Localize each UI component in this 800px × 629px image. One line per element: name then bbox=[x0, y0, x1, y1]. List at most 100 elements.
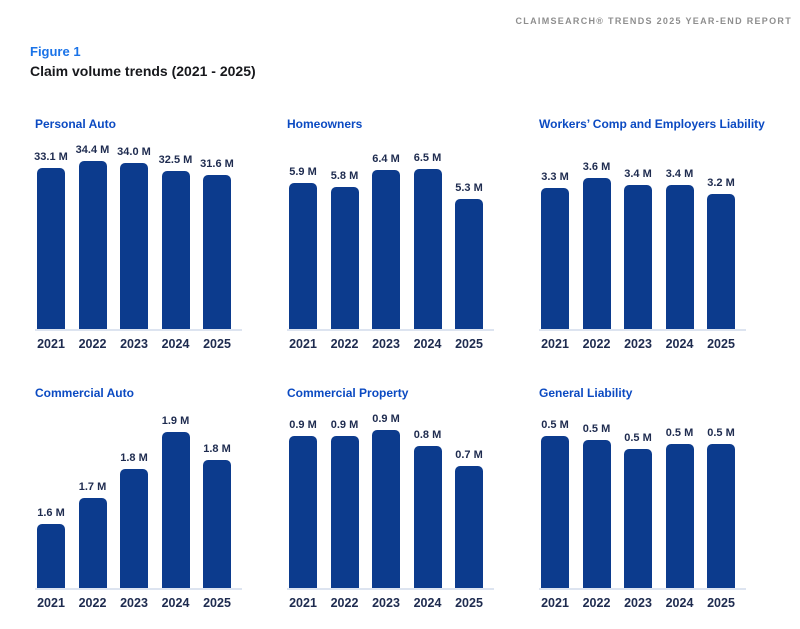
bar-value-label-2024: 1.9 M bbox=[161, 415, 190, 427]
x-axis-ticks: 2021 2022 2023 2024 2025 bbox=[35, 596, 242, 612]
bar-2025 bbox=[707, 444, 735, 588]
x-tick-2021: 2021 bbox=[289, 596, 317, 610]
x-tick-2025: 2025 bbox=[203, 337, 231, 351]
bar-value-label-2024: 32.5 M bbox=[158, 154, 193, 166]
bar-value-label-2023: 6.4 M bbox=[372, 153, 400, 165]
bar-value-label-2024: 6.5 M bbox=[413, 152, 442, 164]
bar-value-label-2021: 0.9 M bbox=[289, 419, 317, 431]
bar-2024 bbox=[665, 444, 694, 588]
chart-plot-area: 1.6 M 1.7 M 1.8 M 1.9 M 1.8 M bbox=[35, 415, 242, 590]
bar-2024 bbox=[161, 432, 190, 588]
bar-2021 bbox=[541, 188, 569, 329]
x-axis-ticks: 2021 2022 2023 2024 2025 bbox=[287, 337, 494, 353]
bar-2021 bbox=[289, 183, 317, 329]
x-tick-2022: 2022 bbox=[330, 596, 359, 610]
bar-value-label-2021: 5.9 M bbox=[289, 166, 317, 178]
bar-2025 bbox=[707, 194, 735, 329]
bar-value-label-2022: 3.6 M bbox=[582, 161, 611, 173]
report-header-title: CLAIMSEARCH® TRENDS 2025 YEAR-END REPORT bbox=[515, 16, 792, 26]
chart-title: Personal Auto bbox=[35, 117, 116, 131]
bar-2025 bbox=[455, 199, 483, 329]
chart-title: General Liability bbox=[539, 386, 633, 400]
bar-value-label-2022: 0.5 M bbox=[582, 423, 611, 435]
x-tick-2025: 2025 bbox=[707, 596, 735, 610]
x-tick-2024: 2024 bbox=[665, 596, 694, 610]
x-tick-2024: 2024 bbox=[413, 596, 442, 610]
bar-value-label-2024: 0.8 M bbox=[413, 429, 442, 441]
bar-2023 bbox=[372, 430, 400, 588]
bar-2023 bbox=[120, 163, 148, 329]
bar-value-label-2021: 0.5 M bbox=[541, 419, 569, 431]
bar-2024 bbox=[413, 446, 442, 588]
x-tick-2021: 2021 bbox=[541, 596, 569, 610]
chart-personal-auto: Personal Auto 33.1 M 34.4 M 34.0 M 32.5 M 31.… bbox=[34, 117, 242, 353]
chart-homeowners: Homeowners 5.9 M 5.8 M 6.4 M 6.5 M 5.3 M 2021 2… bbox=[287, 117, 494, 353]
x-axis-ticks: 2021 2022 2023 2024 2025 bbox=[539, 337, 746, 353]
bar-value-label-2023: 3.4 M bbox=[624, 168, 652, 180]
bar-2022 bbox=[78, 498, 107, 588]
charts-grid: Personal Auto 33.1 M 34.4 M 34.0 M 32.5 M 31.… bbox=[34, 117, 765, 612]
figure-label: Figure 1 bbox=[30, 44, 81, 59]
x-tick-2024: 2024 bbox=[665, 337, 694, 351]
bar-value-label-2025: 5.3 M bbox=[455, 182, 483, 194]
bar-2021 bbox=[541, 436, 569, 588]
bar-2024 bbox=[161, 171, 190, 329]
x-tick-2021: 2021 bbox=[37, 337, 65, 351]
chart-title: Workers’ Comp and Employers Liability bbox=[539, 117, 765, 131]
x-tick-2022: 2022 bbox=[78, 596, 107, 610]
bar-2021 bbox=[289, 436, 317, 588]
x-tick-2023: 2023 bbox=[372, 337, 400, 351]
bar-value-label-2025: 0.7 M bbox=[455, 449, 483, 461]
bar-value-label-2022: 1.7 M bbox=[78, 481, 107, 493]
bar-2024 bbox=[665, 185, 694, 329]
chart-title: Commercial Property bbox=[287, 386, 409, 400]
bar-value-label-2023: 0.5 M bbox=[624, 432, 652, 444]
chart-general-liability: General Liability 0.5 M 0.5 M 0.5 M 0.5 M 0.5… bbox=[539, 386, 746, 612]
bar-2023 bbox=[120, 469, 148, 588]
x-tick-2025: 2025 bbox=[455, 596, 483, 610]
bar-value-label-2022: 5.8 M bbox=[330, 170, 359, 182]
bar-2021 bbox=[37, 524, 65, 588]
x-tick-2022: 2022 bbox=[330, 337, 359, 351]
x-axis-ticks: 2021 2022 2023 2024 2025 bbox=[287, 596, 494, 612]
chart-workers-comp-and-employers-liability: Workers’ Comp and Employers Liability 3.3… bbox=[539, 117, 765, 353]
bar-2025 bbox=[203, 175, 231, 329]
x-tick-2023: 2023 bbox=[624, 596, 652, 610]
x-tick-2022: 2022 bbox=[582, 596, 611, 610]
x-tick-2025: 2025 bbox=[203, 596, 231, 610]
x-tick-2021: 2021 bbox=[541, 337, 569, 351]
x-tick-2024: 2024 bbox=[161, 596, 190, 610]
bar-value-label-2022: 34.4 M bbox=[75, 144, 110, 156]
bar-2022 bbox=[78, 161, 107, 329]
x-tick-2022: 2022 bbox=[78, 337, 107, 351]
bar-2023 bbox=[624, 449, 652, 588]
bar-value-label-2021: 3.3 M bbox=[541, 171, 569, 183]
x-tick-2025: 2025 bbox=[707, 337, 735, 351]
x-tick-2021: 2021 bbox=[37, 596, 65, 610]
x-axis-ticks: 2021 2022 2023 2024 2025 bbox=[539, 596, 746, 612]
bar-2022 bbox=[582, 440, 611, 588]
bar-value-label-2023: 34.0 M bbox=[117, 146, 151, 158]
chart-plot-area: 5.9 M 5.8 M 6.4 M 6.5 M 5.3 M bbox=[287, 147, 494, 331]
bar-value-label-2025: 0.5 M bbox=[707, 427, 735, 439]
figure-title: Claim volume trends (2021 - 2025) bbox=[30, 63, 256, 79]
chart-title: Commercial Auto bbox=[35, 386, 134, 400]
x-tick-2022: 2022 bbox=[582, 337, 611, 351]
x-tick-2023: 2023 bbox=[372, 596, 400, 610]
chart-title: Homeowners bbox=[287, 117, 363, 131]
x-tick-2025: 2025 bbox=[455, 337, 483, 351]
bar-value-label-2021: 33.1 M bbox=[34, 151, 68, 163]
bar-value-label-2023: 1.8 M bbox=[120, 452, 148, 464]
bar-value-label-2025: 3.2 M bbox=[707, 177, 735, 189]
x-axis-ticks: 2021 2022 2023 2024 2025 bbox=[35, 337, 242, 353]
bar-2021 bbox=[37, 168, 65, 329]
x-tick-2023: 2023 bbox=[120, 596, 148, 610]
bar-2022 bbox=[330, 436, 359, 588]
bar-2025 bbox=[203, 460, 231, 588]
bar-value-label-2025: 1.8 M bbox=[203, 443, 231, 455]
bar-2022 bbox=[582, 178, 611, 329]
bar-2023 bbox=[372, 170, 400, 329]
chart-plot-area: 33.1 M 34.4 M 34.0 M 32.5 M 31.6 M bbox=[34, 144, 242, 331]
bar-value-label-2021: 1.6 M bbox=[37, 507, 65, 519]
